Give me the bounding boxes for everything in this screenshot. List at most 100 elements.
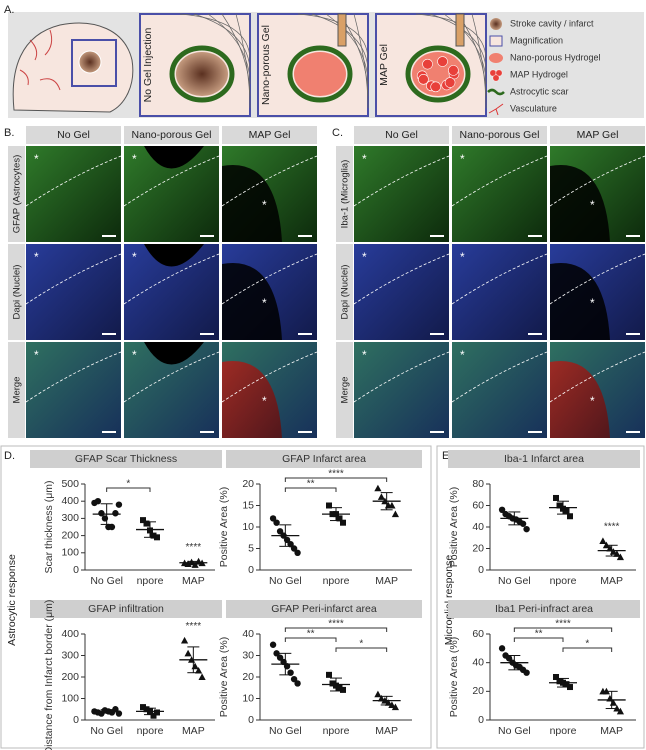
scar: [287, 45, 353, 103]
data-point: [326, 502, 332, 509]
data-point: [326, 671, 332, 678]
row-header: GFAP (Astrocytes): [12, 155, 23, 233]
y-tick-label: 5: [248, 542, 254, 554]
data-point: [194, 666, 203, 674]
data-point: [115, 501, 123, 508]
image-marker: *: [34, 348, 39, 362]
y-tick-label: 400: [61, 495, 79, 507]
micrograph: [354, 244, 449, 340]
significance-bracket: [284, 487, 337, 492]
micrograph: [452, 244, 547, 340]
data-point: [290, 545, 298, 552]
data-point: [599, 537, 607, 544]
legend-icon: [495, 69, 503, 77]
map-particle: [437, 56, 448, 67]
panel-label: D.: [4, 450, 15, 462]
data-point: [523, 525, 530, 533]
significance-bracket: [513, 637, 564, 642]
border-line: [549, 155, 646, 207]
map-particle: [422, 58, 433, 70]
data-point: [140, 704, 146, 711]
image-marker: *: [262, 296, 267, 310]
data-point: [340, 686, 346, 693]
y-tick-label: 300: [61, 649, 79, 661]
data-point: [519, 520, 527, 527]
data-point: [377, 493, 386, 500]
border-line: [451, 253, 548, 305]
y-tick-label: 0: [73, 714, 79, 726]
border-line: [123, 351, 220, 403]
column-header-bg: [222, 126, 317, 144]
chart-title: Iba1 Peri-infract area: [495, 603, 593, 615]
data-point: [374, 690, 382, 698]
y-tick-label: 20: [242, 671, 254, 683]
y-tick-label: 60: [472, 499, 484, 511]
data-point: [616, 707, 625, 715]
data-point: [329, 680, 336, 687]
significance-bracket: [513, 627, 613, 632]
y-tick-label: 40: [472, 521, 484, 533]
significance-label: ****: [604, 522, 620, 533]
chart-title: GFAP infiltration: [88, 603, 164, 615]
x-tick-label: npore: [550, 575, 577, 587]
legend-label: Magnification: [510, 35, 563, 45]
data-point: [340, 519, 346, 526]
x-tick-label: MAP: [182, 575, 205, 587]
data-point: [505, 655, 513, 662]
map-particle: [444, 77, 456, 88]
row-header: Iba-1 (Microglia): [340, 160, 351, 229]
data-point: [108, 523, 116, 531]
tissue-line: [193, 13, 251, 73]
y-tick-label: 200: [61, 671, 79, 683]
significance-label: ****: [328, 469, 344, 480]
y-tick-label: 0: [478, 564, 484, 576]
magnification-box: [71, 39, 117, 87]
data-point: [98, 510, 105, 517]
data-point: [140, 517, 146, 524]
x-tick-label: No Gel: [90, 725, 123, 737]
data-point: [143, 706, 150, 713]
y-tick-label: 40: [472, 656, 484, 668]
data-point: [184, 649, 192, 657]
row-header-bg: [336, 146, 353, 242]
significance-label: ****: [186, 621, 202, 632]
data-point: [553, 674, 559, 680]
data-point: [613, 550, 621, 557]
x-tick-label: npore: [323, 725, 350, 737]
image-marker: *: [262, 198, 267, 212]
side-label: Astrocytic response: [6, 554, 18, 646]
data-point: [269, 641, 277, 648]
row-header-bg: [336, 244, 353, 340]
data-point: [556, 678, 563, 685]
significance-label: **: [307, 629, 315, 640]
x-tick-label: MAP: [182, 725, 205, 737]
y-tick-label: 30: [242, 649, 254, 661]
data-point: [336, 515, 343, 522]
x-tick-label: No Gel: [90, 575, 123, 587]
x-tick-label: npore: [137, 725, 164, 737]
tissue-line: [297, 13, 369, 61]
data-point: [523, 669, 530, 676]
image-marker: *: [132, 348, 137, 362]
data-point: [388, 501, 396, 509]
significance-bracket: [335, 647, 388, 652]
image-marker: *: [262, 394, 267, 408]
data-point: [287, 669, 294, 676]
chart-title-bg: [226, 450, 422, 468]
column-header-bg: [354, 126, 449, 144]
y-tick-label: 10: [242, 692, 254, 704]
chart-title-bg: [30, 600, 222, 618]
border-line: [549, 351, 646, 403]
data-point: [498, 645, 506, 652]
cavity-region: [222, 164, 282, 242]
image-marker: *: [590, 394, 595, 408]
image-marker: *: [460, 348, 465, 362]
data-point: [154, 709, 160, 716]
y-tick-label: 20: [472, 542, 484, 554]
map-particle: [430, 81, 441, 93]
data-point: [563, 507, 570, 514]
box-label: MAP Gel: [378, 44, 390, 86]
border-line: [549, 253, 646, 305]
data-point: [180, 636, 189, 644]
data-point: [276, 528, 284, 535]
